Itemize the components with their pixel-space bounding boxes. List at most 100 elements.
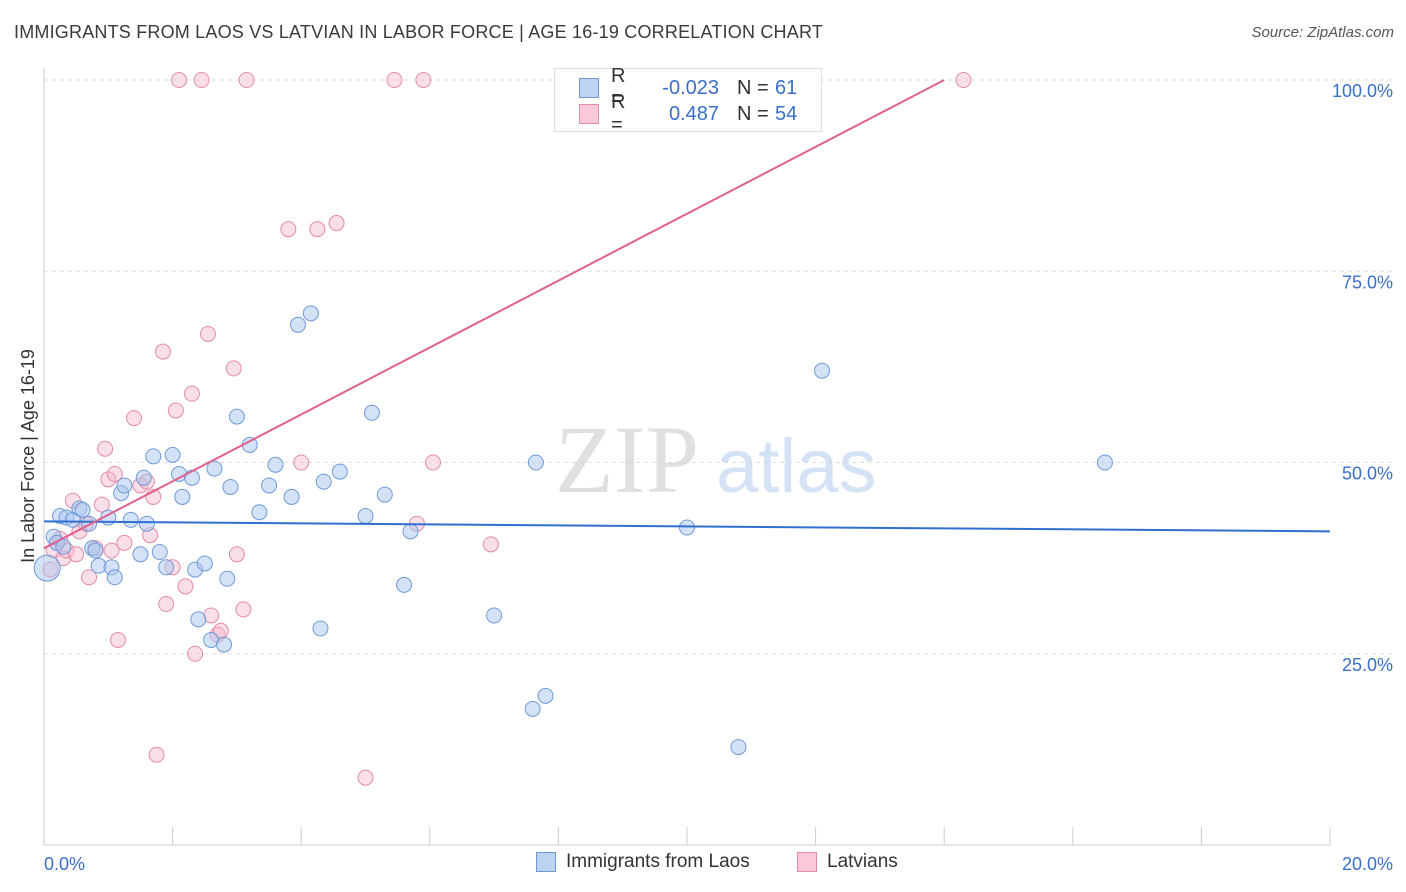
legend-r-label: R = xyxy=(611,65,626,110)
chart-source: Source: ZipAtlas.com xyxy=(1251,24,1394,41)
latvians-point xyxy=(148,746,165,763)
latvians-point xyxy=(225,360,242,377)
laos-point xyxy=(814,362,831,379)
latvians-point xyxy=(68,546,85,563)
laos-point xyxy=(363,404,380,421)
latvians-points xyxy=(42,72,972,786)
x-tick-label: 20.0% xyxy=(1342,854,1393,874)
legend-r-value: -0.023 xyxy=(662,76,719,99)
watermark-atlas: atlas xyxy=(716,424,877,509)
latvians-point xyxy=(106,465,123,482)
latvians-point xyxy=(293,454,310,471)
latvians-point xyxy=(235,601,252,618)
latvians-point xyxy=(280,221,297,238)
latvians-point xyxy=(158,596,175,613)
laos-point xyxy=(33,554,61,582)
laos-point xyxy=(261,477,278,494)
laos-point xyxy=(679,519,695,536)
laos-point xyxy=(164,446,181,463)
laos-point xyxy=(331,463,348,480)
laos-point xyxy=(74,501,91,518)
latvians-point xyxy=(109,631,126,648)
laos-point xyxy=(151,544,168,561)
y-tick-label: 50.0% xyxy=(1342,464,1393,484)
laos-points xyxy=(33,305,1113,756)
bottom-legend-swatch-blue xyxy=(536,852,556,872)
chart-title: IMMIGRANTS FROM LAOS VS LATVIAN IN LABOR… xyxy=(14,22,824,42)
latvians-point xyxy=(97,440,114,457)
trend-layer xyxy=(43,79,1331,550)
laos-trend-line xyxy=(43,520,1331,533)
bottom-legend-label-latvians: Latvians xyxy=(827,851,898,872)
latvians-point xyxy=(482,536,499,553)
laos-point xyxy=(228,408,245,425)
legend-n-label: N = xyxy=(737,76,769,99)
laos-point xyxy=(122,511,139,528)
laos-point xyxy=(87,542,104,559)
laos-point xyxy=(730,739,747,756)
latvians-point xyxy=(193,72,210,88)
legend-swatch-pink xyxy=(579,104,599,124)
y-axis-label: In Labor Force | Age 16-19 xyxy=(18,349,38,563)
axis-layer: 0.0% 20.0% xyxy=(43,68,1393,874)
laos-point xyxy=(302,305,319,322)
laos-point xyxy=(251,504,268,521)
latvians-point xyxy=(425,454,442,471)
bottom-legend-label-laos: Immigrants from Laos xyxy=(566,851,750,872)
laos-point xyxy=(138,515,155,532)
latvians-point xyxy=(415,72,432,88)
legend-row-laos: R = -0.023 N = 61 xyxy=(579,65,798,110)
y-tick-label: 100.0% xyxy=(1332,81,1393,101)
laos-point xyxy=(289,316,306,333)
latvians-point xyxy=(126,410,143,427)
correlation-legend: R = -0.023 N = 61 R = 0.487 N = 54 xyxy=(554,65,822,136)
latvians-point xyxy=(93,496,110,513)
grid-layer: 25.0% 50.0% 75.0% 100.0% xyxy=(44,79,1393,675)
laos-point xyxy=(216,636,233,653)
latvians-point xyxy=(187,645,204,662)
laos-point xyxy=(196,555,213,572)
legend-row-latvians: R = 0.487 N = 54 xyxy=(579,91,798,136)
laos-point xyxy=(376,486,393,503)
laos-point xyxy=(222,478,239,495)
latvians-point xyxy=(386,72,403,88)
laos-point xyxy=(183,469,200,486)
latvians-point xyxy=(357,769,374,786)
latvians-point xyxy=(167,402,184,419)
latvians-point xyxy=(228,546,245,563)
laos-point xyxy=(145,448,162,465)
bottom-legend-laos: Immigrants from Laos xyxy=(536,851,750,873)
legend-n-value: 54 xyxy=(775,102,798,125)
legend-n-value: 61 xyxy=(775,76,798,99)
latvians-point xyxy=(199,325,216,342)
legend-r-label: R = xyxy=(611,91,626,136)
latvians-point xyxy=(309,221,326,238)
laos-point xyxy=(357,508,374,525)
laos-point xyxy=(537,687,554,704)
latvians-point xyxy=(81,569,98,586)
latvians-point xyxy=(171,72,188,88)
latvians-point xyxy=(103,542,120,559)
watermark-zip: ZIP xyxy=(555,406,699,513)
laos-point xyxy=(190,611,207,628)
laos-point xyxy=(527,454,544,471)
y-tick-label: 25.0% xyxy=(1342,655,1393,675)
laos-point xyxy=(106,569,123,586)
laos-point xyxy=(315,473,332,490)
laos-point xyxy=(116,477,133,494)
laos-point xyxy=(402,523,419,540)
legend-r-value: 0.487 xyxy=(668,102,719,125)
bottom-legend-latvians: Latvians xyxy=(797,851,898,873)
laos-point xyxy=(206,460,223,477)
laos-point xyxy=(486,607,503,624)
laos-point xyxy=(283,488,300,505)
x-tick-label: 0.0% xyxy=(44,854,85,874)
latvians-point xyxy=(116,534,133,551)
latvians-point xyxy=(100,471,117,488)
legend-swatch-blue xyxy=(579,78,599,98)
bottom-legend-swatch-pink xyxy=(797,852,817,872)
laos-point xyxy=(174,488,191,505)
legend-n-label: N = xyxy=(737,102,769,125)
laos-point xyxy=(219,570,236,587)
